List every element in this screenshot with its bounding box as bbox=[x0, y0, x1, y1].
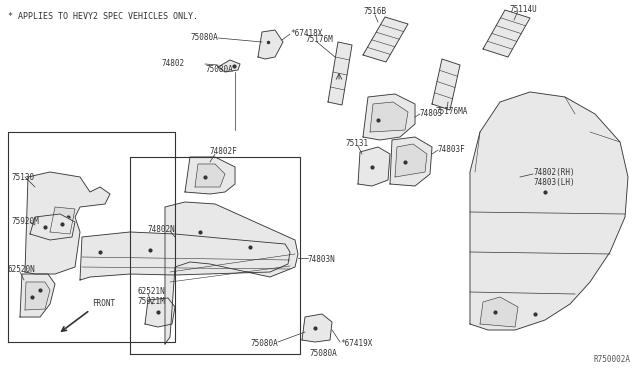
Text: 62521N: 62521N bbox=[138, 288, 166, 296]
Polygon shape bbox=[390, 137, 432, 186]
Text: 74802(RH): 74802(RH) bbox=[533, 167, 575, 176]
Text: 74803: 74803 bbox=[420, 109, 443, 119]
Text: 74802F: 74802F bbox=[210, 148, 237, 157]
Polygon shape bbox=[195, 164, 225, 187]
Polygon shape bbox=[30, 214, 75, 240]
Polygon shape bbox=[218, 60, 240, 72]
Text: 62520N: 62520N bbox=[8, 266, 36, 275]
Text: 75130: 75130 bbox=[12, 173, 35, 182]
Text: 74802N: 74802N bbox=[148, 224, 176, 234]
Text: *67419X: *67419X bbox=[340, 340, 372, 349]
Text: 75176M: 75176M bbox=[305, 35, 333, 45]
Text: 74803(LH): 74803(LH) bbox=[533, 177, 575, 186]
Text: FRONT: FRONT bbox=[92, 299, 115, 308]
Text: *67418X: *67418X bbox=[290, 29, 323, 38]
Polygon shape bbox=[480, 297, 518, 327]
Polygon shape bbox=[370, 102, 408, 132]
Polygon shape bbox=[432, 59, 460, 110]
Text: * APPLIES TO HEVY2 SPEC VEHICLES ONLY.: * APPLIES TO HEVY2 SPEC VEHICLES ONLY. bbox=[8, 12, 198, 21]
Text: 75080A: 75080A bbox=[205, 65, 233, 74]
Polygon shape bbox=[20, 274, 55, 317]
Polygon shape bbox=[185, 157, 235, 194]
Text: 75131: 75131 bbox=[345, 140, 368, 148]
Text: 74802: 74802 bbox=[162, 60, 185, 68]
Polygon shape bbox=[470, 92, 628, 330]
Polygon shape bbox=[395, 144, 427, 177]
Text: 75176MA: 75176MA bbox=[435, 108, 467, 116]
Polygon shape bbox=[258, 30, 283, 59]
Polygon shape bbox=[302, 314, 332, 342]
Polygon shape bbox=[145, 298, 175, 327]
Text: 74803N: 74803N bbox=[308, 256, 336, 264]
Text: 7516B: 7516B bbox=[363, 7, 386, 16]
Polygon shape bbox=[363, 94, 415, 140]
Polygon shape bbox=[25, 172, 110, 274]
Text: 75921M: 75921M bbox=[138, 298, 166, 307]
Polygon shape bbox=[50, 207, 75, 234]
Polygon shape bbox=[328, 42, 352, 105]
Polygon shape bbox=[80, 232, 290, 280]
Text: 74803F: 74803F bbox=[438, 145, 466, 154]
Text: 75920M: 75920M bbox=[12, 218, 40, 227]
Polygon shape bbox=[165, 202, 298, 344]
Polygon shape bbox=[363, 17, 408, 62]
Polygon shape bbox=[358, 147, 390, 186]
Polygon shape bbox=[25, 282, 50, 310]
Polygon shape bbox=[483, 10, 530, 57]
Text: 75114U: 75114U bbox=[510, 4, 538, 13]
Text: 75080A: 75080A bbox=[250, 340, 278, 349]
Text: 75080A: 75080A bbox=[310, 350, 338, 359]
Text: R750002A: R750002A bbox=[593, 355, 630, 364]
Text: 75080A: 75080A bbox=[190, 33, 218, 42]
